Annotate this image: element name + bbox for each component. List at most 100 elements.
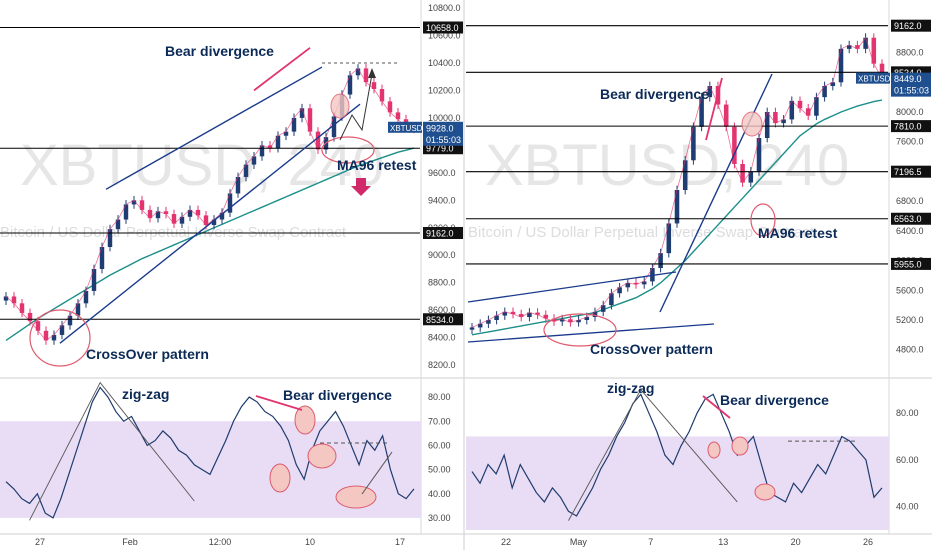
right-candle xyxy=(535,312,540,315)
right-candle xyxy=(691,126,696,161)
left-countdown-label: 01:55:03 xyxy=(426,135,461,145)
right-symbol-tag xyxy=(856,72,890,84)
right-candle xyxy=(871,37,877,64)
left-price-tick-label: 10800.0 xyxy=(428,3,461,13)
right-subtitle: Bitcoin / US Dollar Perpetual Inverse Sw… xyxy=(468,224,815,241)
left-x-tick-label: 27 xyxy=(35,537,45,547)
left-price-tick-label: 10400.0 xyxy=(428,58,461,68)
left-candle xyxy=(59,325,65,335)
left-candle xyxy=(315,131,321,150)
left-candle xyxy=(3,296,9,301)
right-rsi-tick-label: 80.00 xyxy=(896,408,919,418)
left-x-tick-label: 17 xyxy=(395,537,405,547)
right-candle xyxy=(723,104,729,127)
right-candle xyxy=(863,37,868,49)
right-rsi-ellipse xyxy=(754,483,776,501)
left-candle xyxy=(235,176,241,194)
left-x-tick-label: 12:00 xyxy=(209,537,232,547)
left-candle xyxy=(371,82,377,90)
left-candle xyxy=(163,211,169,215)
left-candle xyxy=(275,135,281,149)
right-rsi-band xyxy=(466,436,889,530)
right-candle xyxy=(469,327,475,330)
right-candle xyxy=(551,318,557,322)
right-candle xyxy=(559,319,565,322)
left-candle xyxy=(43,330,49,341)
left-crossover-label: CrossOver pattern xyxy=(86,346,209,362)
right-channel-upper xyxy=(467,271,677,303)
right-zigzag-line xyxy=(568,388,738,521)
left-bear-divergence-label: Bear divergence xyxy=(165,43,274,59)
right-candle xyxy=(879,63,885,79)
left-ma96-line xyxy=(5,147,415,341)
left-rsi-bear-divergence-label: Bear divergence xyxy=(283,387,392,403)
left-candle xyxy=(259,145,265,157)
left-candle xyxy=(75,303,81,316)
left-price-tick-label: 8800.0 xyxy=(428,278,456,288)
right-candle xyxy=(477,323,483,328)
left-level-tag-label: 10658.0 xyxy=(426,23,459,33)
right-candle xyxy=(846,45,852,49)
right-candle xyxy=(764,112,770,138)
right-level-tag xyxy=(891,212,931,225)
right-x-tick-label: 7 xyxy=(648,537,653,547)
right-symbol-tag-label: XBTUSD xyxy=(858,75,891,84)
right-candle xyxy=(666,223,672,254)
left-projection-path xyxy=(339,73,373,141)
left-price-tick-label: 9600.0 xyxy=(428,168,456,178)
right-candle xyxy=(568,319,573,323)
right-candle xyxy=(756,138,762,172)
left-retest-ellipse xyxy=(321,136,375,164)
left-level-tag xyxy=(423,313,463,326)
left-price-tick-label: 10000.0 xyxy=(428,113,461,123)
right-rsi-tick-label: 40.00 xyxy=(896,502,919,512)
right-candle xyxy=(789,100,795,120)
left-level-tag xyxy=(423,21,463,34)
right-x-tick-label: May xyxy=(570,537,588,547)
right-price-tick-label: 5600.0 xyxy=(896,285,924,295)
left-level-tag xyxy=(423,226,463,239)
left-candle xyxy=(147,209,153,219)
right-price-tick-label: 7600.0 xyxy=(896,137,924,147)
right-candle xyxy=(781,119,786,124)
left-rsi-ellipse xyxy=(269,463,291,493)
left-candle xyxy=(187,209,193,217)
left-candle xyxy=(115,219,121,230)
right-candle xyxy=(625,282,631,288)
right-rsi-divergence-line xyxy=(702,395,731,419)
left-symbol-tag xyxy=(388,121,422,133)
right-candle xyxy=(609,293,614,306)
right-candle xyxy=(740,164,745,183)
left-bear-divergence-line xyxy=(253,47,311,92)
right-price-tick-label: 4800.0 xyxy=(896,345,924,355)
right-level-tag-label: 7810.0 xyxy=(894,122,922,132)
left-candle xyxy=(107,229,113,248)
left-channel-upper xyxy=(105,66,323,190)
left-candle xyxy=(195,209,201,216)
right-candle xyxy=(543,314,549,319)
left-price-tick-label: 10200.0 xyxy=(428,85,461,95)
left-price-tick-label: 9000.0 xyxy=(428,250,456,260)
right-ma96-retest-label: MA96 retest xyxy=(758,225,838,241)
right-x-tick-label: 13 xyxy=(718,537,728,547)
left-candle xyxy=(299,108,305,118)
right-candle xyxy=(518,314,524,318)
right-candle xyxy=(838,48,844,83)
right-rsi-ellipse xyxy=(731,436,749,456)
right-candle xyxy=(584,317,590,320)
right-candle xyxy=(658,253,663,268)
right-candle xyxy=(855,45,860,49)
left-price-ellipse xyxy=(330,93,350,119)
left-x-tick-label: 10 xyxy=(305,537,315,547)
left-candle xyxy=(171,214,177,224)
right-price-ellipse xyxy=(741,111,763,137)
left-rsi-line xyxy=(5,386,415,519)
left-candle xyxy=(387,101,393,113)
left-candle xyxy=(91,268,97,291)
left-rsi-tick-label: 70.00 xyxy=(428,416,451,426)
left-candle xyxy=(251,156,257,165)
left-price-tick-label: 10600.0 xyxy=(428,30,461,40)
left-rsi-tick-label: 80.00 xyxy=(428,392,451,402)
right-candle xyxy=(797,100,803,109)
